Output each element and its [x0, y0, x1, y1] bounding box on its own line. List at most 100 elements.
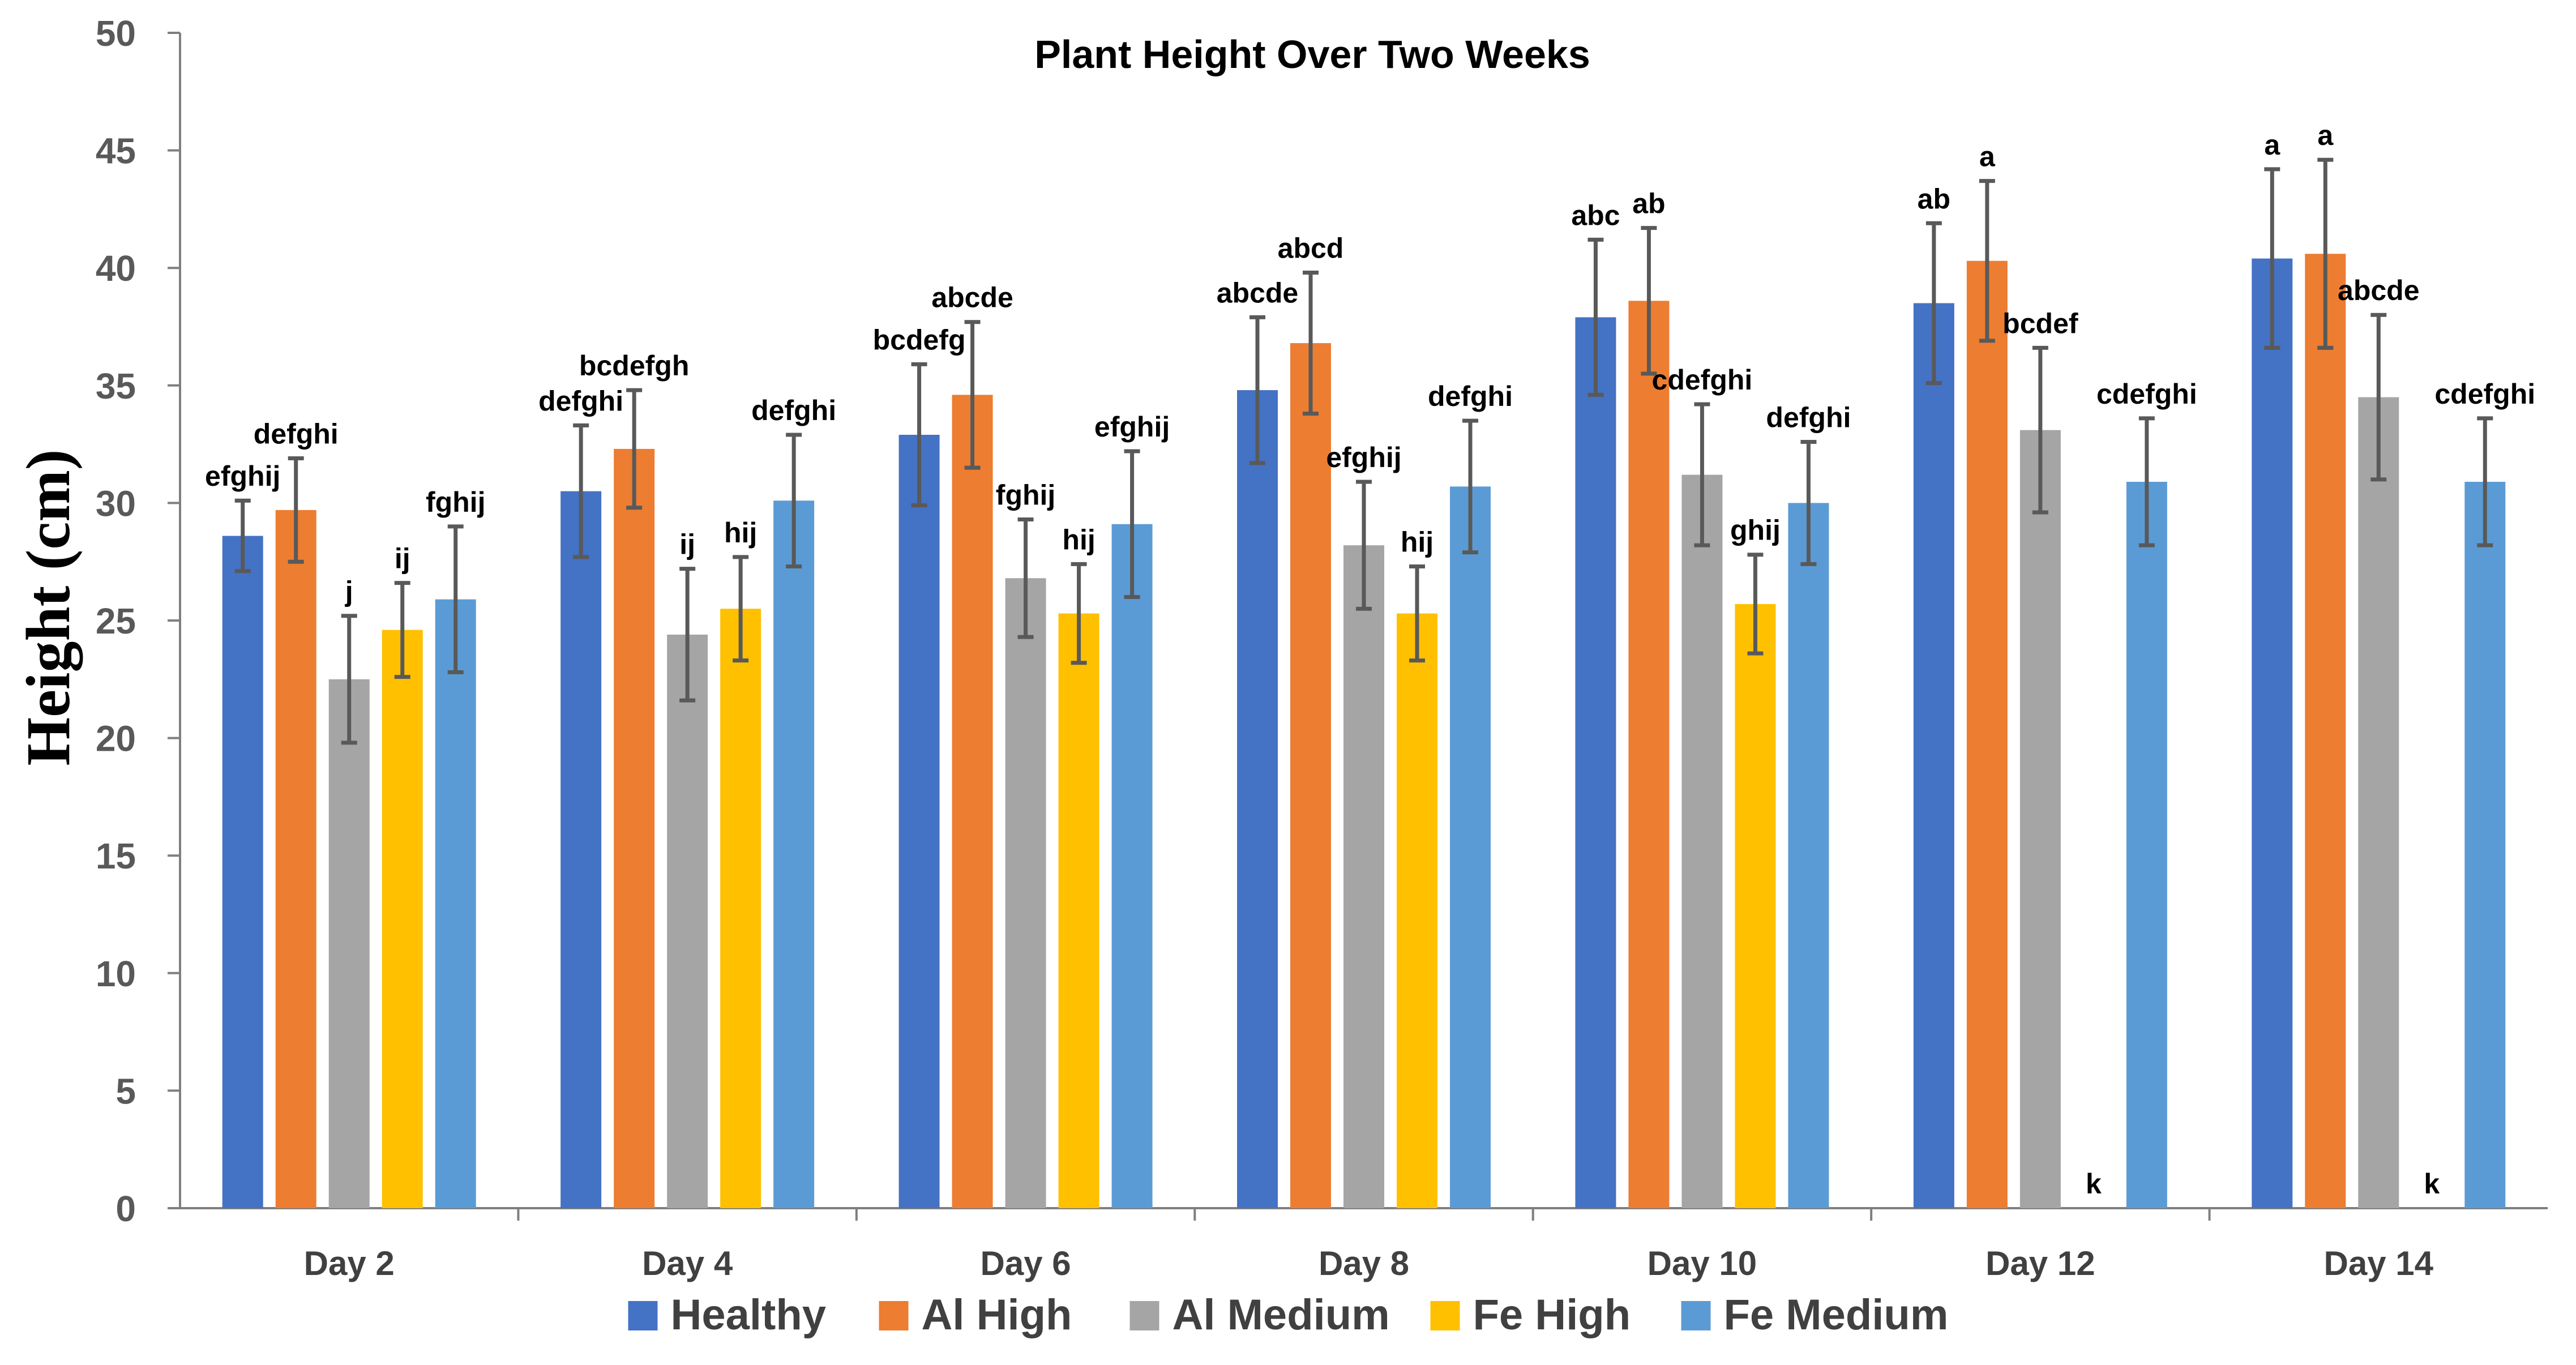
significance-label: defghi	[1766, 401, 1851, 433]
bar	[773, 500, 815, 1208]
legend-label: Al High	[922, 1291, 1072, 1339]
bar	[275, 510, 316, 1209]
significance-label: k	[2424, 1168, 2440, 1200]
legend-label: Fe High	[1473, 1291, 1631, 1339]
bar	[2464, 482, 2506, 1208]
significance-label: a	[1979, 141, 1996, 173]
chart-title: Plant Height Over Two Weeks	[1034, 32, 1590, 76]
significance-label: hij	[1401, 527, 1434, 558]
significance-label: defghi	[254, 418, 339, 450]
y-tick-label: 50	[96, 13, 136, 54]
error-bar-group	[234, 157, 2493, 745]
y-tick-label: 10	[96, 953, 136, 994]
x-category-label: Day 12	[1986, 1244, 2095, 1282]
significance-label: cdefghi	[2434, 378, 2535, 410]
significance-label: ab	[1632, 188, 1665, 220]
significance-label: bcdefg	[873, 324, 966, 356]
bar	[2019, 430, 2061, 1208]
legend-label: Fe Medium	[1724, 1291, 1949, 1339]
y-axis: 0 5 10 15 20 25 30 35 40 45 50	[96, 13, 181, 1229]
significance-label: a	[2317, 119, 2334, 151]
x-category-label: Day 4	[642, 1244, 733, 1282]
significance-label: efghij	[1094, 411, 1170, 443]
significance-label: abcd	[1278, 233, 1344, 264]
significance-label: hij	[724, 517, 757, 549]
significance-label: j	[345, 576, 353, 607]
legend-label: Healthy	[671, 1291, 827, 1339]
significance-label: efghij	[1326, 442, 1401, 473]
legend-swatch	[1681, 1301, 1711, 1330]
y-tick-label: 0	[115, 1188, 136, 1229]
bar	[952, 395, 993, 1209]
bar	[1575, 317, 1616, 1208]
y-tick-label: 30	[96, 483, 136, 524]
y-tick-label: 15	[96, 836, 136, 876]
bar	[382, 630, 423, 1208]
bar	[1397, 613, 1437, 1208]
x-category-label: Day 2	[304, 1244, 395, 1282]
significance-label: a	[2264, 129, 2280, 161]
bar	[1735, 604, 1776, 1208]
significance-label: defghi	[751, 395, 836, 426]
y-tick-label: 25	[96, 601, 136, 641]
significance-label: abcde	[2338, 275, 2420, 306]
y-tick-label: 20	[96, 718, 136, 759]
y-tick-label: 5	[115, 1071, 136, 1111]
significance-label: cdefghi	[1652, 364, 1753, 396]
bar	[1343, 545, 1384, 1208]
bar	[2305, 254, 2346, 1209]
significance-label: ij	[395, 543, 410, 575]
significance-label: abcde	[931, 282, 1013, 314]
bar	[560, 491, 602, 1208]
bar	[2358, 397, 2399, 1208]
bar	[1237, 390, 1278, 1208]
significance-label: fghij	[426, 486, 486, 518]
significance-label: ab	[1918, 183, 1950, 215]
bar	[2252, 258, 2293, 1208]
x-category-label: Day 14	[2324, 1244, 2434, 1282]
bar	[1058, 613, 1099, 1208]
x-category-label: Day 6	[981, 1244, 1071, 1282]
significance-label: abcde	[1217, 277, 1299, 309]
legend-swatch	[879, 1301, 909, 1330]
bar	[2126, 482, 2167, 1208]
significance-label: cdefghi	[2096, 378, 2197, 410]
bar	[667, 634, 708, 1208]
significance-label: efghij	[205, 460, 280, 492]
significance-label: bcdefgh	[579, 350, 689, 382]
bar	[1966, 260, 2008, 1208]
x-category-label: Day 8	[1319, 1244, 1409, 1282]
legend-swatch	[628, 1301, 658, 1330]
significance-label: bcdef	[2002, 307, 2078, 339]
significance-label: ghij	[1730, 515, 1781, 546]
bar	[614, 448, 655, 1208]
significance-label: defghi	[538, 385, 623, 417]
bar	[222, 536, 263, 1208]
significance-label: ij	[679, 529, 695, 560]
bar	[1681, 474, 1723, 1209]
bar	[1290, 343, 1331, 1209]
bar	[1005, 578, 1046, 1209]
significance-label: hij	[1062, 524, 1095, 555]
significance-label: defghi	[1428, 380, 1513, 412]
bar-series-group	[222, 254, 2506, 1209]
legend-swatch	[1129, 1301, 1159, 1330]
bar	[1788, 503, 1829, 1208]
bar	[1913, 303, 1954, 1208]
y-tick-label: 40	[96, 248, 136, 289]
bar	[1111, 524, 1153, 1208]
legend: Healthy Al High Al Medium Fe High Fe Medium	[628, 1291, 1949, 1339]
y-tick-label: 35	[96, 366, 136, 406]
bar	[328, 679, 370, 1208]
bar	[435, 599, 476, 1208]
legend-swatch	[1430, 1301, 1460, 1330]
bar	[898, 434, 940, 1209]
y-axis-title: Height (cm)	[14, 450, 83, 766]
legend-label: Al Medium	[1173, 1291, 1390, 1339]
significance-label: k	[2086, 1168, 2102, 1200]
x-category-label: Day 10	[1648, 1244, 1757, 1282]
y-tick-label: 45	[96, 131, 136, 172]
bar	[720, 609, 761, 1208]
